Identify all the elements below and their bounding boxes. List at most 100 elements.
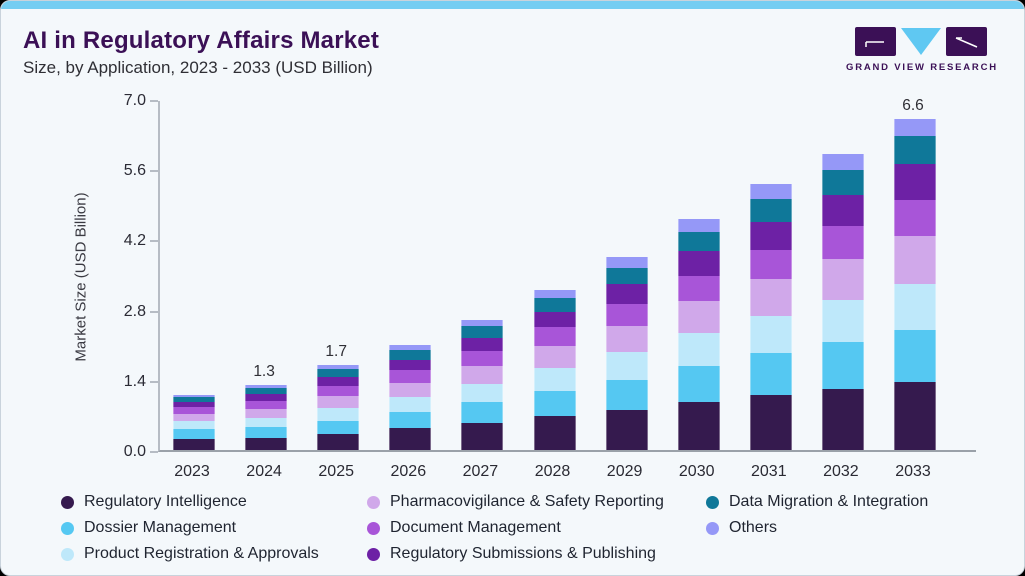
x-tick-label: 2029 bbox=[606, 463, 643, 480]
bar-segment bbox=[749, 249, 792, 280]
legend-swatch-icon bbox=[706, 495, 719, 509]
bar-2027 bbox=[461, 319, 504, 450]
y-axis-title: Market Size (USD Billion) bbox=[72, 192, 90, 362]
bar-segment bbox=[821, 388, 864, 450]
bar-segment bbox=[605, 352, 648, 380]
bar-segment bbox=[894, 236, 936, 285]
bar-2026 bbox=[389, 344, 432, 450]
bar-segment bbox=[605, 325, 648, 353]
gvr-logo-v-triangle-icon bbox=[901, 28, 941, 55]
legend-label: Others bbox=[729, 519, 778, 536]
bar-segment bbox=[317, 364, 360, 369]
bar-segment bbox=[821, 194, 864, 227]
legend-label: Regulatory Intelligence bbox=[84, 493, 247, 510]
legend-swatch-icon bbox=[367, 495, 380, 509]
bar-segment bbox=[317, 420, 360, 435]
bar-segment bbox=[245, 437, 288, 450]
bar-2032 bbox=[821, 154, 864, 450]
bar-segment bbox=[173, 407, 215, 414]
bar-segment bbox=[894, 119, 936, 136]
bar-value-label: 1.3 bbox=[253, 362, 275, 380]
page-subtitle: Size, by Application, 2023 - 2033 (USD B… bbox=[23, 58, 373, 77]
x-tick-label: 2032 bbox=[823, 463, 859, 480]
bar-segment bbox=[533, 311, 576, 328]
x-tick-label: 2023 bbox=[174, 463, 210, 480]
bar-segment bbox=[749, 184, 792, 200]
bar-segment bbox=[533, 367, 576, 391]
legend-column: Regulatory Intelligence Dossier Managemen… bbox=[61, 489, 319, 567]
bar-segment bbox=[317, 434, 360, 450]
bar-segment bbox=[533, 297, 576, 312]
bar-segment bbox=[461, 366, 504, 384]
bar-segment bbox=[677, 219, 720, 232]
legend-label: Data Migration & Integration bbox=[729, 493, 929, 510]
bar-segment bbox=[245, 417, 288, 428]
bar-segment bbox=[461, 383, 504, 403]
bar-segment bbox=[389, 369, 432, 383]
legend-label: Pharmacovigilance & Safety Reporting bbox=[390, 493, 664, 510]
y-tick-mark bbox=[150, 451, 158, 453]
bar-segment bbox=[749, 353, 792, 395]
bar-segment bbox=[533, 346, 576, 368]
bar-segment bbox=[894, 330, 936, 382]
bar-segment bbox=[749, 394, 792, 450]
bar-segment bbox=[317, 377, 360, 386]
y-tick-mark bbox=[150, 170, 158, 173]
bar-segment bbox=[894, 135, 936, 164]
bar-segment bbox=[245, 384, 288, 388]
bar-segment bbox=[389, 396, 432, 412]
bar-2029 bbox=[605, 257, 648, 450]
legend-item: Product Registration & Approvals bbox=[61, 541, 319, 567]
bar-segment bbox=[461, 422, 504, 450]
bar-segment bbox=[749, 199, 792, 222]
bar-segment bbox=[317, 385, 360, 397]
bar-segment bbox=[533, 327, 576, 347]
legend-label: Dossier Management bbox=[84, 519, 237, 536]
bar-segment bbox=[533, 416, 576, 450]
bar-2033 bbox=[894, 119, 936, 450]
bar-segment bbox=[677, 402, 720, 450]
x-tick-label: 2027 bbox=[462, 463, 499, 480]
y-tick-mark bbox=[150, 310, 158, 313]
y-tick-mark bbox=[150, 100, 158, 102]
legend-swatch-icon bbox=[706, 521, 719, 535]
bar-segment bbox=[821, 169, 864, 195]
legend-item: Regulatory Submissions & Publishing bbox=[367, 541, 664, 567]
y-tick-label: 7.0 bbox=[123, 92, 146, 109]
bar-segment bbox=[605, 257, 648, 268]
bar-segment bbox=[173, 413, 215, 422]
bar-segment bbox=[461, 338, 504, 351]
bar-segment bbox=[389, 428, 432, 450]
bar-segment bbox=[317, 368, 360, 378]
bar-segment bbox=[461, 402, 504, 423]
legend-column: Pharmacovigilance & Safety Reporting Docu… bbox=[367, 489, 664, 567]
x-tick-label: 2024 bbox=[246, 463, 282, 480]
page-title: AI in Regulatory Affairs Market bbox=[23, 27, 380, 54]
x-tick-label: 2033 bbox=[895, 463, 931, 480]
bar-2028 bbox=[533, 289, 576, 450]
legend-item: Regulatory Intelligence bbox=[61, 489, 319, 515]
bar-segment bbox=[677, 250, 720, 276]
bar-segment bbox=[821, 154, 864, 170]
bar-2030 bbox=[677, 219, 720, 450]
bar-segment bbox=[173, 421, 215, 430]
bar-2024 bbox=[245, 384, 288, 450]
y-tick-label: 1.4 bbox=[123, 372, 146, 390]
bar-segment bbox=[749, 279, 792, 316]
bar-segment bbox=[894, 381, 936, 450]
bar-2025 bbox=[317, 364, 360, 450]
bar-segment bbox=[821, 342, 864, 389]
bar-segment bbox=[677, 275, 720, 302]
legend-item: Others bbox=[706, 515, 928, 541]
bar-segment bbox=[173, 397, 215, 403]
bar-segment bbox=[245, 408, 288, 418]
bar-value-label: 1.7 bbox=[325, 342, 347, 360]
bar-segment bbox=[605, 283, 648, 305]
legend-item: Document Management bbox=[367, 515, 664, 541]
bar-segment bbox=[317, 408, 360, 421]
bar-segment bbox=[677, 333, 720, 367]
legend-label: Product Registration & Approvals bbox=[84, 545, 319, 562]
y-tick-mark bbox=[150, 380, 158, 383]
gvr-logo-text: GRAND VIEW RESEARCH bbox=[846, 62, 998, 73]
